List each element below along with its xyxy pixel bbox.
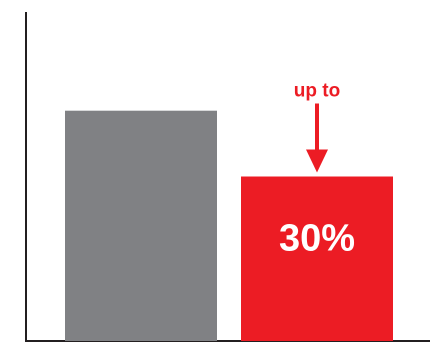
bars-group: 30% (65, 110, 393, 341)
annotation-up-to: up to (294, 81, 340, 102)
annotation-group: up to (294, 81, 340, 173)
bar-1 (65, 110, 217, 341)
annotation-arrow-head (306, 149, 328, 173)
bar-2 (241, 176, 393, 341)
bar-2-value-label: 30% (279, 218, 355, 260)
